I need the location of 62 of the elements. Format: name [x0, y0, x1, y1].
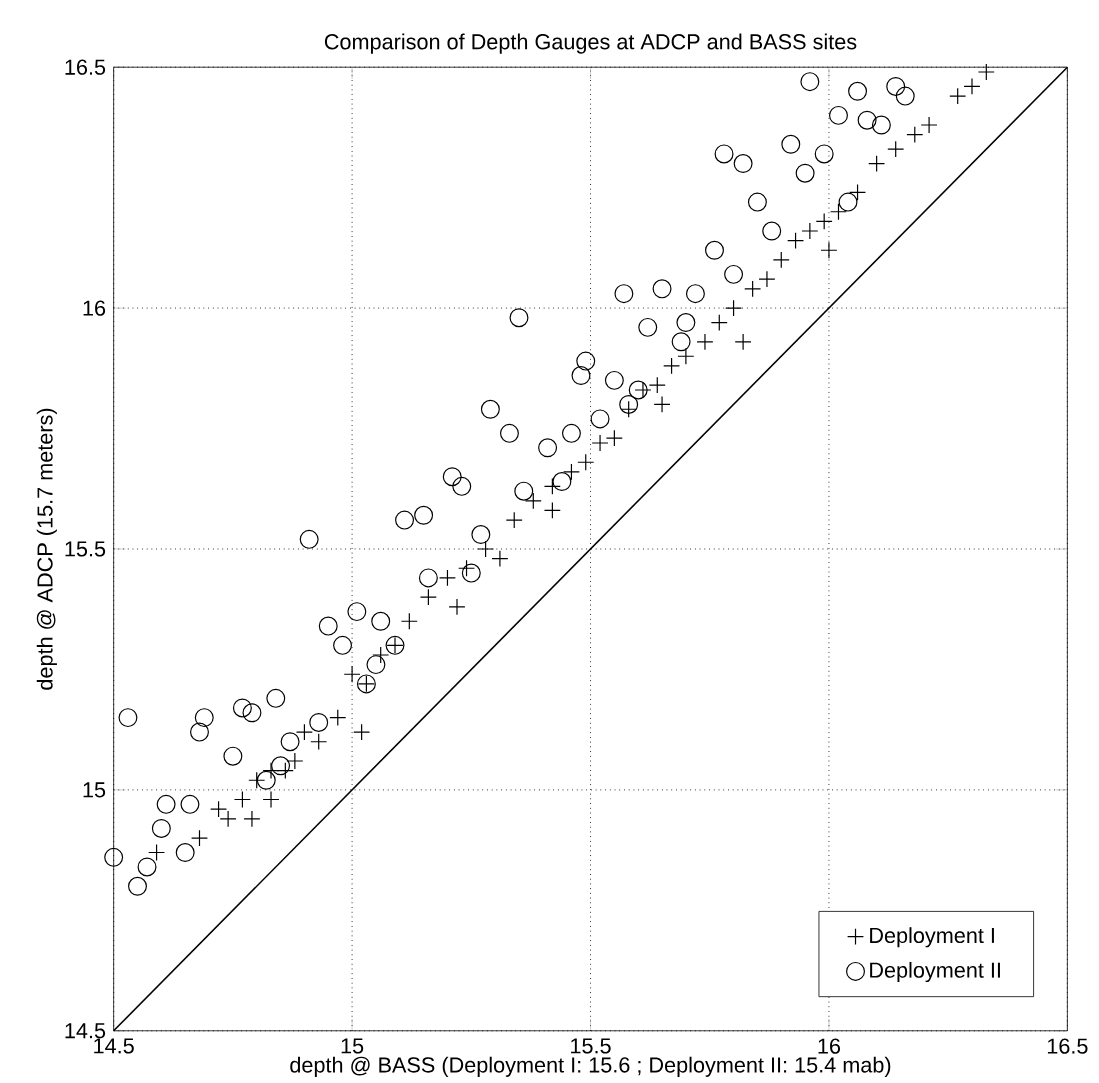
point [295, 723, 313, 741]
point [772, 251, 790, 269]
point [329, 709, 347, 727]
point [310, 733, 328, 751]
point [734, 333, 752, 351]
point [591, 434, 609, 452]
y-axis-title: depth @ ADCP (15.7 meters) [36, 408, 57, 690]
point [963, 77, 981, 95]
point [191, 829, 208, 847]
point [148, 843, 166, 861]
point [677, 347, 695, 365]
point [605, 429, 623, 447]
x-tick-label: 14.5 [94, 1038, 134, 1054]
point [887, 140, 905, 158]
x-tick-label: 15.5 [571, 1038, 611, 1054]
point [419, 588, 437, 606]
x-axis-title: depth @ BASS (Deployment I: 15.6 ; Deployment II: 15.4 mab) [290, 1056, 891, 1077]
x-tick-label: 16.5 [1047, 1038, 1088, 1054]
x-tick-label: 15 [341, 1038, 364, 1054]
point [696, 333, 714, 351]
point [820, 241, 838, 259]
y-tick-label: 15.5 [65, 541, 106, 557]
point [663, 357, 681, 375]
chart-title: Comparison of Depth Gauges at ADCP and BASS sites [324, 33, 857, 54]
point [758, 270, 776, 288]
point [543, 501, 561, 519]
point [400, 612, 418, 630]
point [829, 203, 847, 221]
x-tick-label: 16 [818, 1038, 841, 1054]
point [262, 790, 280, 808]
point [448, 598, 466, 616]
legend-label: Deployment II [870, 961, 1000, 983]
point [868, 154, 886, 172]
legend-label: Deployment I [870, 927, 994, 948]
y-tick-label: 14.5 [65, 1023, 106, 1039]
y-tick-label: 16.5 [65, 59, 106, 75]
point [243, 810, 261, 828]
point [815, 212, 833, 230]
point [505, 511, 523, 529]
point [977, 63, 995, 81]
point [357, 675, 375, 693]
point [801, 222, 819, 240]
point [744, 280, 762, 298]
point [949, 87, 967, 105]
point [343, 665, 361, 683]
point [353, 723, 371, 741]
point [710, 313, 728, 331]
point [906, 126, 924, 144]
point [233, 790, 251, 808]
y-tick-label: 15 [83, 782, 106, 798]
y-tick-label: 16 [83, 300, 106, 316]
point [385, 635, 405, 655]
point [491, 550, 509, 568]
point [648, 376, 666, 394]
point [787, 232, 805, 250]
point [477, 540, 495, 558]
point [577, 453, 595, 471]
point [286, 752, 304, 770]
point [524, 492, 542, 510]
point [920, 116, 938, 134]
point [653, 395, 671, 413]
point [725, 299, 743, 317]
